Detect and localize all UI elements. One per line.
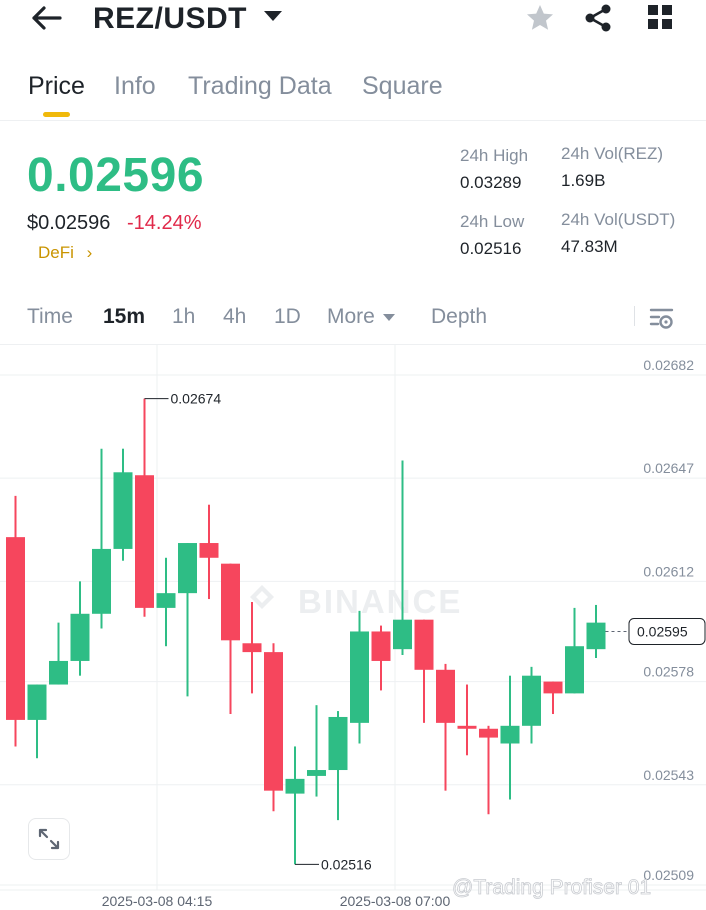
candle-body [371,631,391,661]
candle-body [307,770,326,776]
candle-body [6,537,25,720]
tab-info[interactable]: Info [114,72,156,100]
high-value: 0.03289 [460,173,522,192]
x-tick-label: 2025-03-08 04:15 [102,893,213,909]
y-tick-label: 0.02509 [643,867,694,883]
divider [634,306,635,326]
candle-body [264,652,283,791]
candle-body [221,563,240,641]
x-tick-label: 2025-03-08 07:00 [340,893,451,909]
low-value: 0.02516 [460,239,522,258]
low-marker-label: 0.02516 [321,856,372,872]
candle-body [500,725,520,744]
last-price: 0.02596 [27,149,205,202]
candle-body [457,725,477,729]
y-tick-label: 0.02682 [643,357,694,373]
candle-body [586,622,606,650]
depth-tab[interactable]: Depth [431,305,488,328]
caret-down-icon[interactable] [264,11,282,21]
price-change-percent: -14.24% [127,212,202,234]
y-tick-label: 0.02578 [643,664,694,680]
y-tick-label: 0.02543 [643,767,694,783]
candle-body [328,716,348,771]
fullscreen-button[interactable] [28,818,70,860]
vol-quote-label: 24h Vol(USDT) [561,210,676,229]
candle-body [92,548,111,614]
vol-base-label: 24h Vol(REZ) [561,144,664,163]
interval-1d[interactable]: 1D [274,305,301,328]
interval-15m[interactable]: 15m [103,305,146,328]
category-tag[interactable]: DeFi › [38,243,92,263]
chart-settings-icon[interactable] [648,306,676,332]
candle-body [522,675,541,726]
candle-body [199,543,219,558]
interval-more[interactable]: More [327,305,375,328]
vol-base-value: 1.69B [561,171,606,190]
tab-trading-data[interactable]: Trading Data [188,72,332,100]
candle-body [393,619,412,650]
candle-body [178,543,197,594]
high-marker-label: 0.02674 [171,391,222,407]
candlestick-chart[interactable]: BINANCE 0.02674 0.02516 0.02595 0.02682 0.026… [0,345,706,910]
candle-body [565,646,584,694]
candle-body [479,728,498,738]
high-label: 24h High [460,146,529,165]
y-tick-label: 0.02612 [643,563,694,579]
binance-logo-icon [250,585,274,609]
candle-body [414,619,434,670]
candle-body [436,669,455,723]
candle-body [285,778,305,794]
candle-body [242,643,262,653]
expand-icon [38,828,60,850]
candle-body [113,472,133,549]
share-icon[interactable] [583,4,613,32]
y-tick-label: 0.02647 [643,460,694,476]
low-label: 24h Low [460,212,525,231]
candle-body [70,613,90,661]
current-price-box [628,617,706,645]
chevron-right-icon: › [86,243,93,262]
candle-body [350,631,369,723]
candle-body [543,681,563,694]
watermark: BINANCE [298,583,462,620]
more-caret-icon [383,314,395,321]
interval-4h[interactable]: 4h [223,305,247,328]
active-tab-indicator [43,112,70,117]
top-bar: REZ/USDT [0,0,706,40]
pair-title[interactable]: REZ/USDT [93,2,247,35]
tab-square[interactable]: Square [362,72,443,100]
category-tag-label: DeFi [38,243,74,262]
star-icon[interactable] [525,3,555,33]
tab-price[interactable]: Price [28,72,85,100]
usd-price: $0.02596 [27,212,111,234]
candle-body [27,684,47,720]
vol-quote-value: 47.83M [561,237,618,256]
main-tabs: Price Info Trading Data Square [0,68,706,121]
candle-body [49,660,68,685]
candle-body [156,593,176,608]
current-price-label: 0.02595 [637,623,688,639]
back-arrow-icon[interactable] [30,4,62,32]
interval-bar: Time 15m 1h 4h 1D More Depth [0,300,706,345]
grid-icon[interactable] [647,4,673,30]
interval-time[interactable]: Time [27,305,73,328]
candle-body [135,475,154,608]
credit-watermark: @Trading Profiser 01 [452,876,651,899]
interval-1h[interactable]: 1h [172,305,196,328]
